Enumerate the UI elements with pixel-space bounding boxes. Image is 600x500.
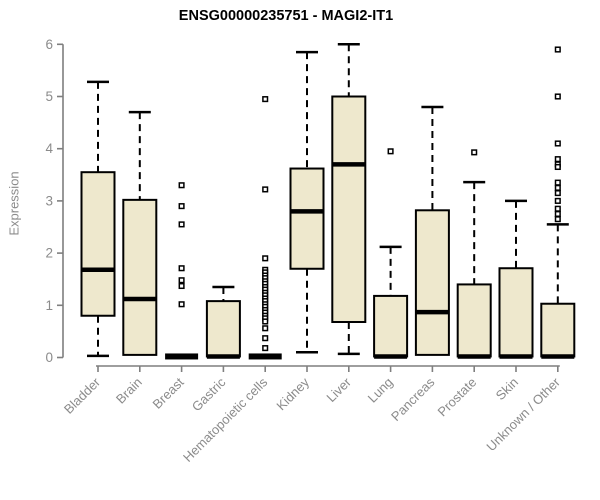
y-tick-label: 3 [45, 193, 53, 208]
outlier-unknown-other [554, 93, 561, 100]
box-liver [331, 95, 367, 324]
outlier-breast [178, 221, 185, 228]
outlier-breast [178, 282, 185, 290]
box-gastric [205, 300, 241, 358]
x-tick-label-prostate: Prostate [434, 375, 479, 420]
box-kidney [289, 167, 325, 270]
outlier-unknown-other [554, 140, 561, 147]
outlier-unknown-other [554, 179, 561, 186]
outlier-unknown-other [554, 190, 561, 197]
box-unknown-other [540, 302, 576, 358]
outlier-unknown-other [554, 210, 561, 217]
x-tick-label-skin: Skin [493, 375, 521, 403]
outlier-breast [178, 265, 185, 272]
y-tick-label: 6 [45, 37, 53, 52]
outlier-breast [178, 301, 185, 308]
x-tick-label-brain: Brain [113, 375, 145, 407]
outlier-hematopoietic-cells [262, 96, 269, 103]
y-tick-label: 2 [45, 246, 53, 261]
x-tick-label-bladder: Bladder [61, 374, 104, 417]
x-tick-label-liver: Liver [323, 374, 354, 405]
y-tick-label: 5 [45, 89, 53, 104]
outlier-breast [178, 277, 185, 284]
y-tick-label: 1 [45, 298, 53, 313]
outlier-prostate [471, 149, 478, 156]
outlier-breast [178, 203, 185, 210]
box-lung [373, 294, 409, 358]
y-tick-label: 0 [45, 350, 53, 365]
x-tick-label-kidney: Kidney [273, 374, 312, 413]
x-tick-label-gastric: Gastric [189, 374, 229, 414]
outlier-unknown-other [554, 156, 561, 163]
chart-title: ENSG00000235751 - MAGI2-IT1 [178, 8, 394, 24]
box-prostate [456, 283, 492, 358]
outlier-hematopoietic-cells [262, 325, 269, 332]
outlier-lung [387, 148, 394, 155]
outlier-unknown-other [554, 46, 561, 53]
x-tick-label-unknown-other: Unknown / Other [483, 374, 563, 454]
outlier-unknown-other [554, 216, 561, 223]
outlier-unknown-other [554, 205, 561, 212]
outlier-unknown-other [554, 163, 561, 171]
outlier-hematopoietic-cells [262, 335, 269, 342]
outlier-hematopoietic-cells [262, 186, 269, 193]
box-pancreas [414, 209, 450, 356]
y-tick-label: 4 [45, 141, 53, 156]
outlier-unknown-other [554, 184, 561, 191]
flat-box-breast [165, 353, 199, 360]
flat-box-hematopoietic-cells [248, 353, 282, 360]
x-tick-label-lung: Lung [365, 375, 396, 406]
outlier-hematopoietic-cells [262, 318, 269, 325]
x-tick-label-breast: Breast [150, 374, 187, 411]
box-skin [498, 267, 534, 358]
box-brain [122, 198, 158, 356]
outlier-breast [178, 182, 185, 189]
outlier-unknown-other [554, 197, 561, 204]
outlier-hematopoietic-cells [262, 345, 269, 352]
x-tick-label-pancreas: Pancreas [388, 374, 438, 424]
box-bladder [80, 171, 116, 317]
outlier-hematopoietic-cells [262, 255, 269, 262]
